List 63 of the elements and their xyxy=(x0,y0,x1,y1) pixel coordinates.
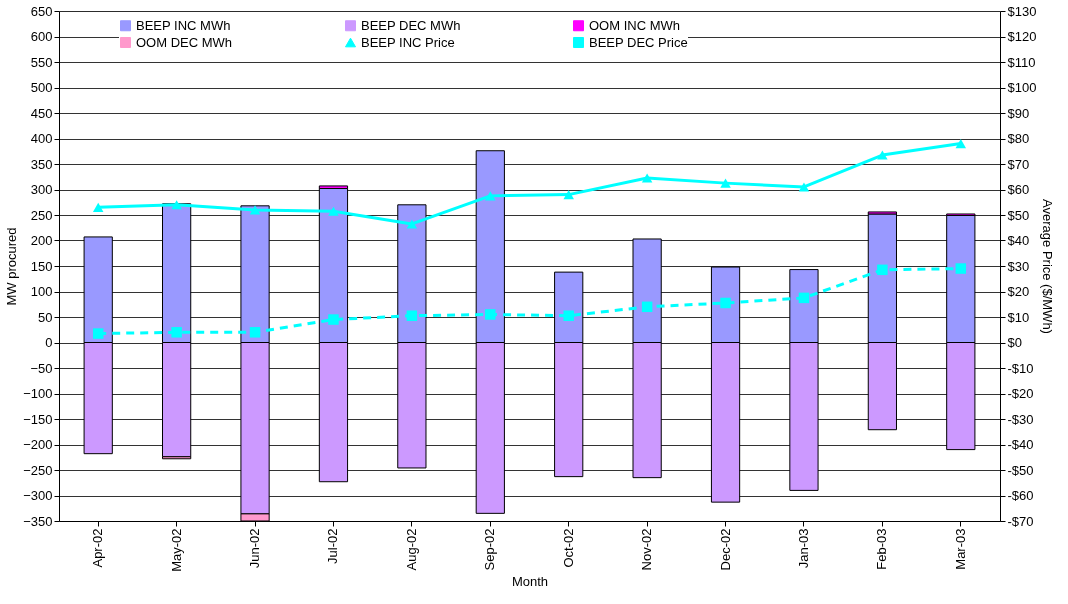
y-tick-label: 600 xyxy=(30,29,53,44)
y-tick-label: 550 xyxy=(30,54,53,70)
y2-tick-label: $50 xyxy=(1007,207,1030,223)
y2-tick-label: -$10 xyxy=(1007,360,1034,376)
x-tick-label: Jul-02 xyxy=(325,528,341,564)
y2-tick-label: -$50 xyxy=(1007,462,1034,478)
y2-tick-label: -$60 xyxy=(1007,488,1034,503)
y2-tick-label: $20 xyxy=(1007,284,1030,299)
y-tick-label: 250 xyxy=(30,207,53,223)
y2-tick-label: $90 xyxy=(1007,105,1030,121)
y2-tick-label: $110 xyxy=(1007,54,1036,70)
y-tick-label: 450 xyxy=(30,105,53,121)
legend-label: BEEP INC MWh xyxy=(136,17,231,33)
y-tick-label: 650 xyxy=(30,3,53,19)
y2-tick-label: $10 xyxy=(1007,309,1030,325)
legend-label: BEEP INC Price xyxy=(361,34,455,50)
y2-tick-label: $40 xyxy=(1007,233,1030,248)
x-tick-label: Apr-02 xyxy=(90,528,106,568)
x-tick-label: Sep-02 xyxy=(482,528,498,571)
y2-tick-label: $100 xyxy=(1007,80,1037,95)
legend-label: OOM INC MWh xyxy=(589,17,680,33)
y-tick-label: −150 xyxy=(23,411,53,427)
y2-tick-label: $70 xyxy=(1007,156,1030,172)
y-tick-label: 350 xyxy=(30,156,53,172)
y2-tick-label: -$40 xyxy=(1007,437,1034,452)
y2-tick-label: $30 xyxy=(1007,258,1030,274)
y-tick-label: 500 xyxy=(30,80,53,95)
y-tick-label: −200 xyxy=(23,437,53,452)
y-tick-label: 150 xyxy=(30,258,53,274)
x-tick-label: Oct-02 xyxy=(560,528,576,568)
y2-tick-label: $0 xyxy=(1007,335,1022,350)
y-axis-title: MW procured xyxy=(4,227,20,306)
x-tick-label: Jun-02 xyxy=(247,528,263,569)
x-tick-label: May-02 xyxy=(168,528,184,572)
y-tick-label: −100 xyxy=(23,386,53,401)
x-tick-label: Nov-02 xyxy=(639,528,655,571)
y2-tick-label: -$70 xyxy=(1007,513,1034,529)
x-tick-label: Jan-03 xyxy=(795,528,811,569)
x-tick-label: Feb-03 xyxy=(874,528,890,570)
y-tick-label: 100 xyxy=(30,284,53,299)
y-tick-label: −50 xyxy=(30,360,53,376)
y2-tick-label: $80 xyxy=(1007,131,1030,146)
x-tick-label: Dec-02 xyxy=(717,528,733,571)
y-tick-label: −350 xyxy=(23,513,53,529)
y-tick-label: −300 xyxy=(23,488,53,503)
legend-label: OOM DEC MWh xyxy=(136,34,233,50)
y2-tick-label: -$30 xyxy=(1007,411,1034,427)
x-tick-label: Aug-02 xyxy=(403,528,419,571)
y-tick-label: −250 xyxy=(23,462,53,478)
legend-label: BEEP DEC MWh xyxy=(361,17,461,33)
y2-tick-label: -$20 xyxy=(1007,386,1034,401)
y-tick-label: 300 xyxy=(30,182,53,197)
x-tick-label: Mar-03 xyxy=(952,528,968,570)
x-axis-title: Month xyxy=(511,573,549,589)
y2-tick-label: $60 xyxy=(1007,182,1030,197)
legend-label: BEEP DEC Price xyxy=(589,34,688,50)
y2-tick-label: $120 xyxy=(1007,29,1037,44)
y-tick-label: 0 xyxy=(45,335,53,350)
y-tick-label: 400 xyxy=(30,131,53,146)
y-tick-label: 200 xyxy=(30,233,53,248)
y2-axis-title: Average Price ($/MWh) xyxy=(1040,199,1056,334)
y2-tick-label: $130 xyxy=(1007,3,1037,19)
y-tick-label: 50 xyxy=(38,309,53,325)
